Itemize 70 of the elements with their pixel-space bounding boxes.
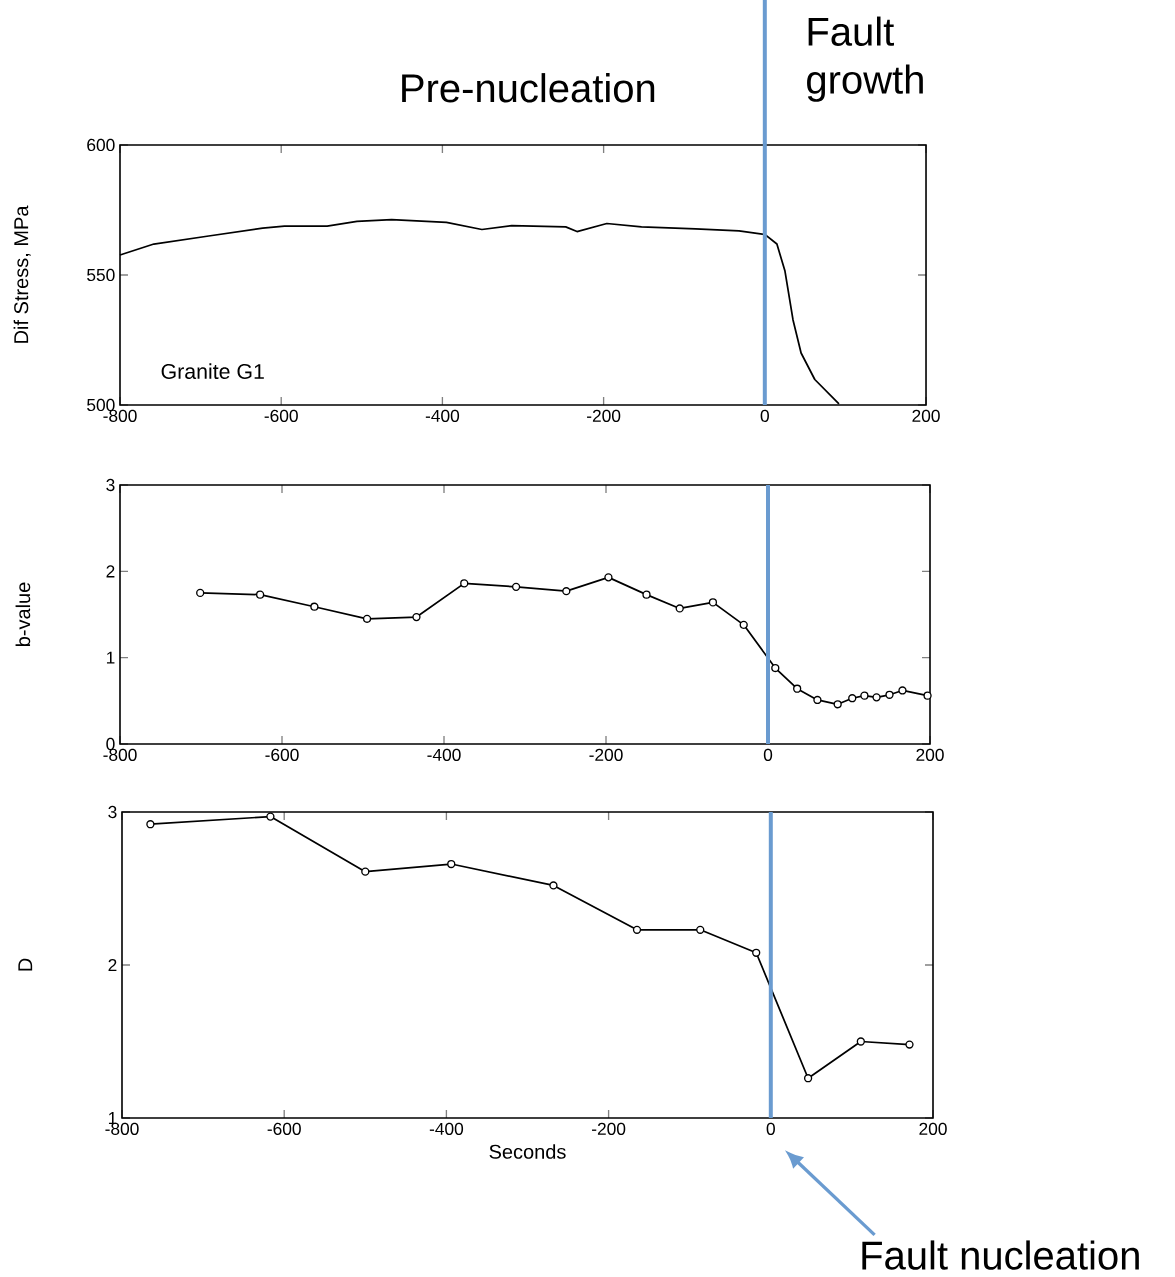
point — [848, 694, 857, 703]
point — [923, 691, 932, 700]
x-tick-label: -800 — [105, 1122, 139, 1135]
x-tick-label: -800 — [103, 409, 137, 422]
x-tick-label: 0 — [766, 1122, 775, 1135]
y-tick-label: 1 — [108, 1112, 117, 1124]
point — [256, 590, 265, 599]
x-axis-title: Seconds — [489, 1144, 566, 1159]
point — [860, 691, 869, 700]
point — [460, 579, 469, 588]
point — [771, 663, 780, 673]
point — [898, 686, 907, 695]
point — [642, 590, 651, 599]
y-tick-label: 0 — [106, 737, 115, 751]
point — [872, 693, 881, 702]
x-tick-label: 200 — [912, 409, 940, 422]
text: Fault nucleation — [862, 1240, 1139, 1270]
y-tick-label: 2 — [108, 958, 117, 972]
y-tick-label: 2 — [106, 565, 115, 578]
point — [511, 582, 521, 591]
point — [833, 700, 842, 709]
x-tick-label: -400 — [427, 748, 461, 761]
point — [885, 690, 894, 699]
x-tick-label: 200 — [916, 748, 944, 761]
y-axis-title: D — [18, 958, 33, 971]
point — [310, 602, 319, 611]
point — [856, 1037, 865, 1046]
annotation: Granite G1 — [161, 363, 264, 380]
point — [905, 1040, 914, 1049]
x-tick-label: -400 — [429, 1122, 464, 1135]
y-tick-label: 1 — [106, 651, 115, 664]
y-tick-label: 3 — [106, 478, 115, 492]
point — [675, 604, 684, 613]
x-tick-label: -600 — [267, 1122, 301, 1135]
point — [632, 925, 642, 934]
x-tick-label: 0 — [763, 748, 773, 761]
x-tick-label: -600 — [264, 409, 298, 422]
point — [562, 587, 571, 596]
x-tick-label: -200 — [589, 748, 623, 761]
point — [412, 612, 421, 622]
point — [196, 588, 205, 598]
x-tick-label: -400 — [425, 409, 460, 422]
point — [604, 573, 613, 582]
x-tick-label: -600 — [265, 748, 299, 761]
x-tick-label: -200 — [592, 1122, 626, 1135]
x-tick-label: -800 — [103, 748, 137, 761]
text: Fault growth — [807, 16, 923, 102]
point — [361, 867, 370, 876]
x-tick-label: 0 — [760, 409, 769, 422]
y-axis-title: Dif Stress, MPa — [13, 205, 31, 343]
y-tick-label: 550 — [87, 268, 115, 282]
point — [362, 614, 372, 623]
y-tick-label: 600 — [87, 138, 115, 152]
point — [752, 948, 761, 957]
text: Pre-nucleation — [402, 73, 655, 103]
point — [793, 684, 802, 693]
point — [739, 620, 748, 629]
point — [813, 695, 822, 705]
point — [549, 881, 558, 890]
point — [696, 925, 705, 934]
point — [266, 812, 275, 821]
x-tick-label: 200 — [919, 1122, 947, 1135]
y-axis-title: b-value — [15, 582, 31, 646]
point — [803, 1074, 813, 1083]
point — [146, 820, 155, 829]
point — [708, 598, 718, 607]
point — [447, 859, 456, 869]
x-tick-label: -200 — [587, 409, 621, 422]
y-tick-label: 500 — [87, 398, 115, 412]
y-tick-label: 3 — [108, 805, 117, 819]
